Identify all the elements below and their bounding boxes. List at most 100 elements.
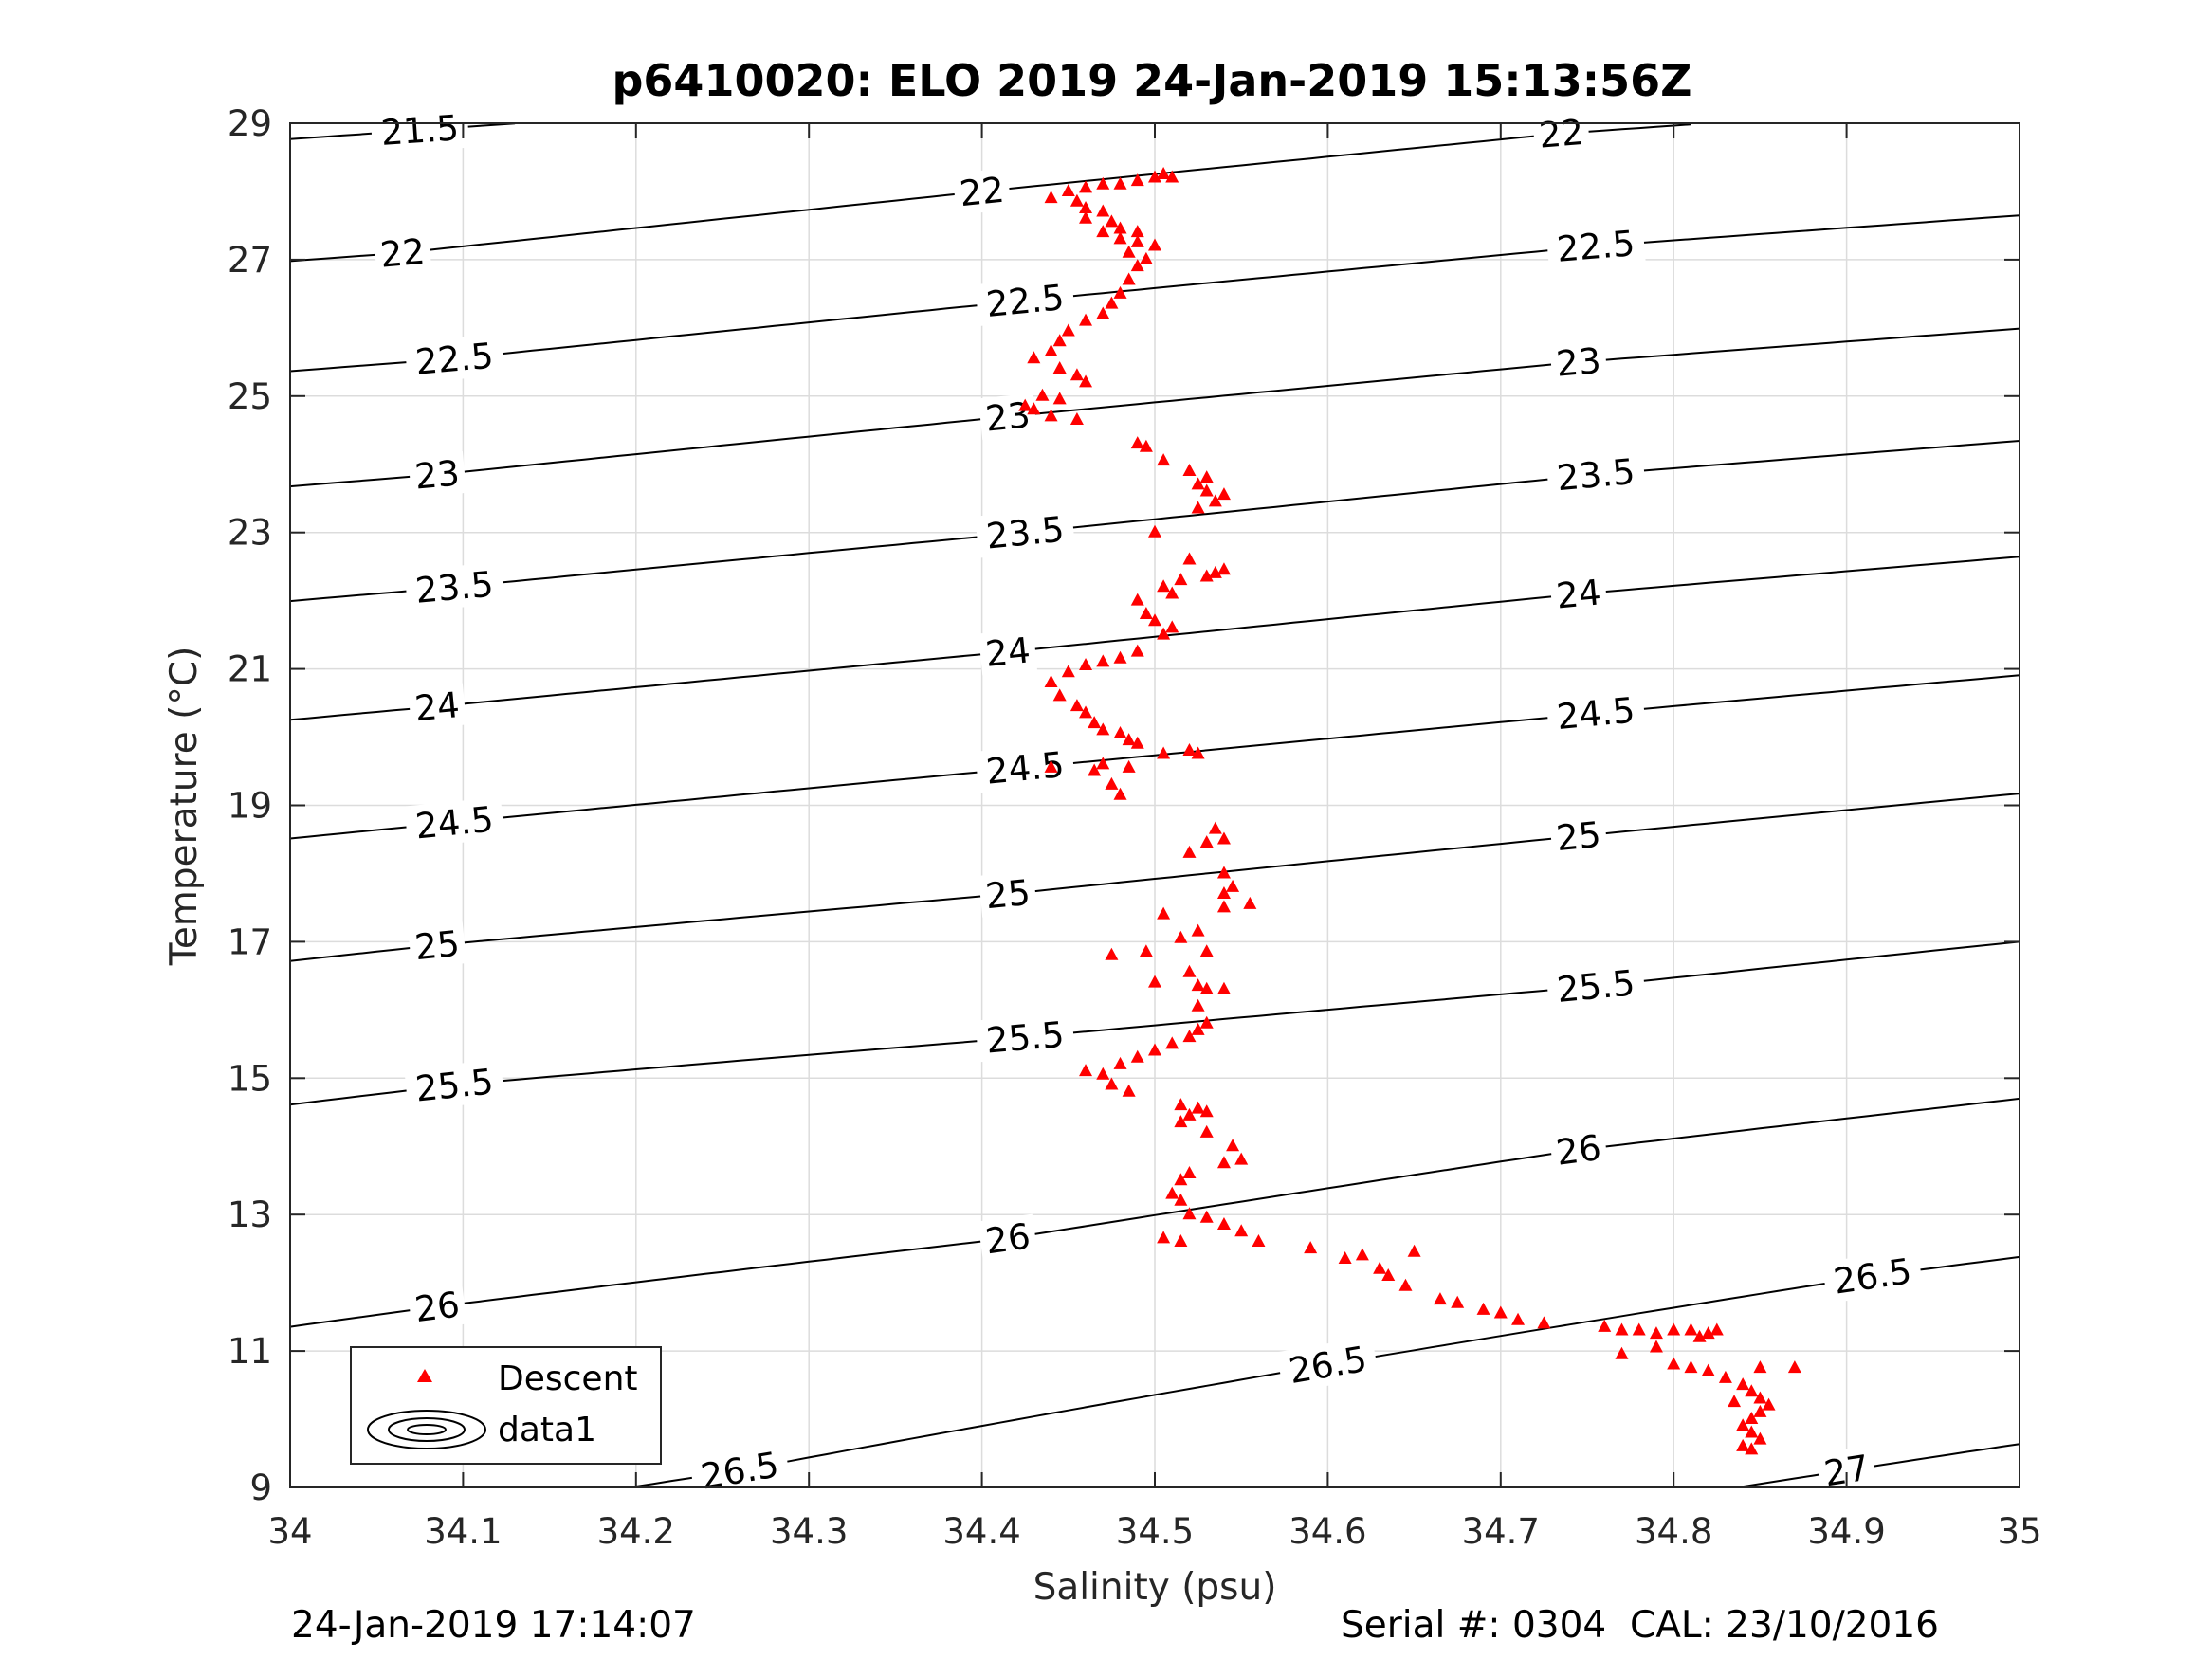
data-point xyxy=(1044,191,1058,204)
data-point xyxy=(1208,821,1222,834)
data-point xyxy=(1338,1250,1352,1264)
data-point xyxy=(1052,361,1067,374)
contour-label-bg xyxy=(1548,1125,1609,1175)
data-point xyxy=(1044,344,1058,357)
contour-label: 25 xyxy=(1554,814,1602,859)
data-point xyxy=(1753,1431,1767,1445)
data-point xyxy=(1052,688,1067,702)
data-point xyxy=(1165,1036,1179,1049)
data-point xyxy=(1182,1207,1197,1220)
data-point xyxy=(1096,722,1110,736)
grid-lines xyxy=(289,122,2020,1488)
contour-label: 26.5 xyxy=(1831,1250,1914,1302)
data-point xyxy=(1199,1124,1214,1138)
contour-label: 24 xyxy=(413,684,462,729)
data-point xyxy=(1027,351,1041,364)
contour-label-bg xyxy=(975,506,1076,558)
data-point xyxy=(1718,1370,1732,1383)
data-point xyxy=(1736,1418,1750,1431)
data-point xyxy=(1130,736,1144,749)
data-point xyxy=(1113,725,1127,738)
data-point xyxy=(1105,947,1119,960)
data-point xyxy=(1182,964,1197,977)
data-point xyxy=(1745,1384,1759,1397)
data-point xyxy=(1199,1104,1214,1118)
data-point xyxy=(1216,866,1231,879)
legend-descent-label: Descent xyxy=(498,1359,638,1398)
contour-label: 22.5 xyxy=(1555,223,1636,270)
data-point xyxy=(1598,1319,1612,1332)
contour-label-bg xyxy=(1531,110,1591,157)
contour-label: 24.5 xyxy=(1555,690,1636,738)
y-tick-label: 27 xyxy=(228,240,272,281)
x-tick-label: 34.8 xyxy=(1635,1511,1712,1552)
data-point xyxy=(1105,296,1119,309)
x-tick-label: 34.9 xyxy=(1807,1511,1885,1552)
data-point xyxy=(1165,586,1179,599)
contour-label-bg xyxy=(1545,687,1646,738)
data-point xyxy=(1433,1292,1447,1305)
data-point xyxy=(1148,170,1161,183)
contour-label: 26.5 xyxy=(698,1444,781,1497)
data-point xyxy=(1035,388,1050,401)
contour-label-bg xyxy=(952,168,1012,215)
data-point xyxy=(1044,759,1058,773)
x-tick-label: 34.5 xyxy=(1116,1511,1194,1552)
data-point xyxy=(1199,835,1214,848)
data-point xyxy=(1216,831,1231,845)
data-point xyxy=(1157,453,1171,466)
data-point xyxy=(1304,1241,1318,1254)
data-point xyxy=(1709,1322,1724,1336)
data-point xyxy=(1105,1077,1119,1090)
contour-label-bg xyxy=(975,742,1076,793)
data-point xyxy=(1096,204,1110,217)
data-point xyxy=(1476,1302,1490,1315)
data-point xyxy=(1174,1233,1188,1247)
data-point xyxy=(1148,613,1161,627)
y-tick-label: 23 xyxy=(228,513,272,554)
contour-label: 21.5 xyxy=(379,107,460,154)
data-point xyxy=(1174,1173,1188,1186)
data-point xyxy=(1061,323,1075,337)
data-point xyxy=(1701,1326,1715,1340)
data-point xyxy=(1096,757,1110,770)
data-point xyxy=(1174,573,1188,586)
footer-timestamp: 24-Jan-2019 17:14:07 xyxy=(291,1604,696,1647)
contour-label: 25.5 xyxy=(413,1061,495,1109)
data-point xyxy=(1191,501,1205,514)
contour-label: 26 xyxy=(1554,1127,1603,1174)
contour-label-bg xyxy=(1545,960,1646,1012)
data-point xyxy=(1684,1322,1698,1336)
data-point xyxy=(1191,746,1205,759)
contour-label-bg xyxy=(1545,449,1646,501)
contour-label-bg xyxy=(408,451,466,499)
data-point xyxy=(1174,930,1188,943)
y-tick-label: 11 xyxy=(228,1331,272,1372)
contour-label: 23.5 xyxy=(1555,451,1636,499)
data-point xyxy=(1148,524,1161,538)
data-point xyxy=(1615,1346,1629,1359)
data-point xyxy=(1113,176,1127,190)
data-point xyxy=(1096,654,1110,667)
data-point xyxy=(1199,470,1214,483)
data-point xyxy=(1079,1064,1093,1077)
contour-label: 22.5 xyxy=(413,336,495,383)
contour-label: 26.5 xyxy=(1286,1339,1369,1392)
y-tick-label: 21 xyxy=(228,649,272,690)
contour-label-bg xyxy=(1549,338,1608,386)
data-point xyxy=(1130,436,1144,449)
contour-label-bg xyxy=(1548,812,1608,860)
contour-label: 25.5 xyxy=(1555,962,1636,1011)
data-point xyxy=(1753,1391,1767,1404)
y-tick-label: 29 xyxy=(228,103,272,144)
contour-label-bg xyxy=(688,1441,792,1500)
data-point xyxy=(1216,1156,1231,1169)
data-point xyxy=(1165,1186,1179,1199)
data-point xyxy=(1174,1115,1188,1128)
data-point xyxy=(1407,1244,1421,1257)
data-point xyxy=(1157,1231,1171,1244)
data-point xyxy=(1216,886,1231,900)
data-point xyxy=(1191,1101,1205,1114)
legend-box xyxy=(350,1346,662,1465)
data-point xyxy=(1692,1329,1707,1342)
